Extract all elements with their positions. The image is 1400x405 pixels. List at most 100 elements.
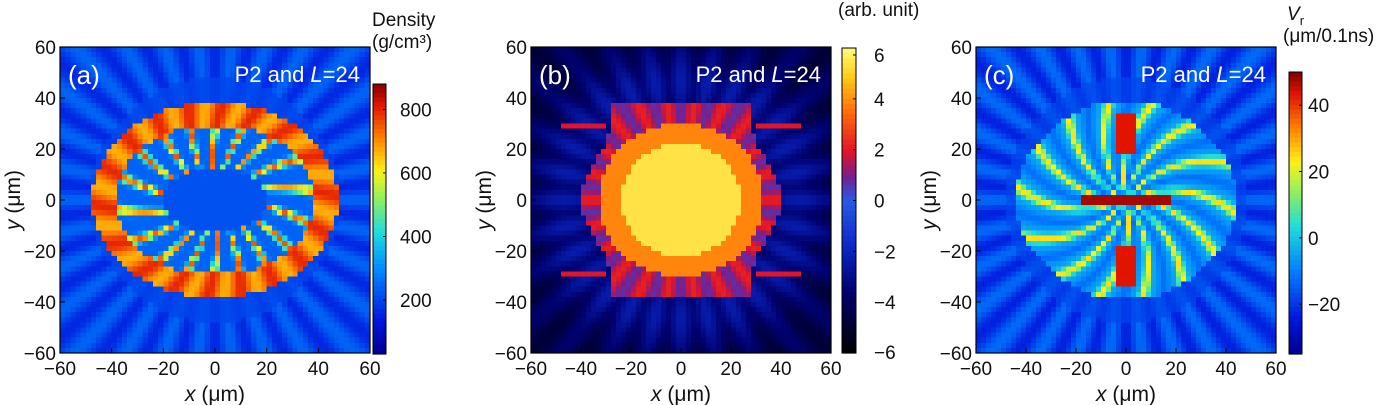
heatmap-cell <box>287 67 294 74</box>
heatmap-cell <box>601 103 607 109</box>
heatmap-cell <box>96 230 102 237</box>
heatmap-cell <box>606 220 612 227</box>
heatmap-cell <box>571 72 577 79</box>
heatmap-cell <box>178 291 185 298</box>
heatmap-cell <box>235 286 242 293</box>
heatmap-cell <box>313 220 319 227</box>
heatmap-cell <box>271 87 278 94</box>
heatmap-cell <box>359 194 366 201</box>
heatmap-cell <box>106 215 113 221</box>
heatmap-cell <box>101 302 108 308</box>
heatmap-cell <box>91 77 97 84</box>
heatmap-cell <box>261 256 268 262</box>
heatmap-cell <box>601 286 607 293</box>
heatmap-cell <box>256 296 263 303</box>
heatmap-cell <box>240 266 247 272</box>
heatmap-cell <box>230 47 237 53</box>
heatmap-cell <box>292 317 299 323</box>
heatmap-cell <box>189 251 195 257</box>
heatmap-cell <box>251 164 257 170</box>
heatmap-cell <box>287 220 294 227</box>
heatmap-cell <box>85 276 92 283</box>
heatmap-cell <box>616 87 622 94</box>
heatmap-cell <box>606 138 612 145</box>
heatmap-cell <box>70 317 77 323</box>
heatmap-cell <box>116 159 123 165</box>
heatmap-cell <box>561 220 567 227</box>
heatmap-cell <box>271 179 278 186</box>
heatmap-cell <box>581 327 587 334</box>
heatmap-cell <box>85 149 92 155</box>
heatmap-cell <box>631 154 637 160</box>
heatmap-cell <box>631 67 637 74</box>
heatmap-cell <box>251 149 257 155</box>
heatmap-cell <box>606 164 612 170</box>
heatmap-cell <box>292 47 299 53</box>
heatmap-cell <box>364 261 371 267</box>
heatmap-cell <box>271 154 278 160</box>
heatmap-cell <box>184 128 190 135</box>
heatmap-cell <box>142 194 149 201</box>
heatmap-cell <box>256 281 263 288</box>
heatmap-cell <box>209 133 216 140</box>
heatmap-cell <box>240 261 247 267</box>
heatmap-cell <box>354 159 361 165</box>
heatmap-cell <box>561 327 567 334</box>
heatmap-cell <box>581 276 587 283</box>
heatmap-cell <box>91 72 97 79</box>
heatmap-cell <box>153 302 159 308</box>
heatmap-cell <box>240 159 247 165</box>
heatmap-cell <box>349 200 356 206</box>
heatmap-cell <box>65 240 71 247</box>
heatmap-cell <box>591 98 597 104</box>
heatmap-cell <box>359 92 366 99</box>
heatmap-cell <box>184 210 190 216</box>
heatmap-cell <box>277 302 283 308</box>
heatmap-cell <box>204 189 211 196</box>
heatmap-cell <box>616 307 622 313</box>
heatmap-cell <box>194 342 201 349</box>
heatmap-cell <box>240 327 247 334</box>
heatmap-cell <box>65 154 71 160</box>
heatmap-cell <box>344 98 350 104</box>
heatmap-cell <box>616 189 622 196</box>
heatmap-cell <box>142 67 149 74</box>
heatmap-cell <box>333 286 340 293</box>
heatmap-cell <box>85 154 92 160</box>
heatmap-cell <box>606 128 612 135</box>
heatmap-cell <box>576 159 582 165</box>
heatmap-cell <box>333 92 340 99</box>
heatmap-cell <box>631 327 637 334</box>
heatmap-cell <box>611 184 617 191</box>
heatmap-cell <box>596 184 602 191</box>
heatmap-cell <box>546 57 552 63</box>
heatmap-cell <box>60 57 66 63</box>
heatmap-cell <box>209 67 216 74</box>
heatmap-cell <box>85 113 92 119</box>
heatmap-cell <box>225 154 232 160</box>
heatmap-cell <box>571 205 577 211</box>
heatmap-cell <box>308 98 314 104</box>
heatmap-cell <box>220 164 226 170</box>
heatmap-cell <box>91 128 97 135</box>
heatmap-cell <box>631 57 637 63</box>
heatmap-cell <box>132 98 139 104</box>
heatmap-cell <box>127 261 133 267</box>
heatmap-cell <box>591 312 597 318</box>
heatmap-cell <box>596 307 602 313</box>
heatmap-cell <box>606 347 612 354</box>
heatmap-cell <box>364 154 371 160</box>
heatmap-cell <box>313 317 319 323</box>
heatmap-cell <box>122 296 128 303</box>
heatmap-cell <box>101 194 108 201</box>
heatmap-cell <box>106 179 113 186</box>
heatmap-cell <box>85 251 92 257</box>
heatmap-cell <box>546 235 552 242</box>
heatmap-cell <box>215 194 221 201</box>
heatmap-cell <box>240 291 247 298</box>
heatmap-cell <box>256 312 263 318</box>
heatmap-cell <box>297 138 304 145</box>
heatmap-cell <box>220 143 226 150</box>
heatmap-cell <box>246 62 252 68</box>
heatmap-cell <box>344 133 350 140</box>
